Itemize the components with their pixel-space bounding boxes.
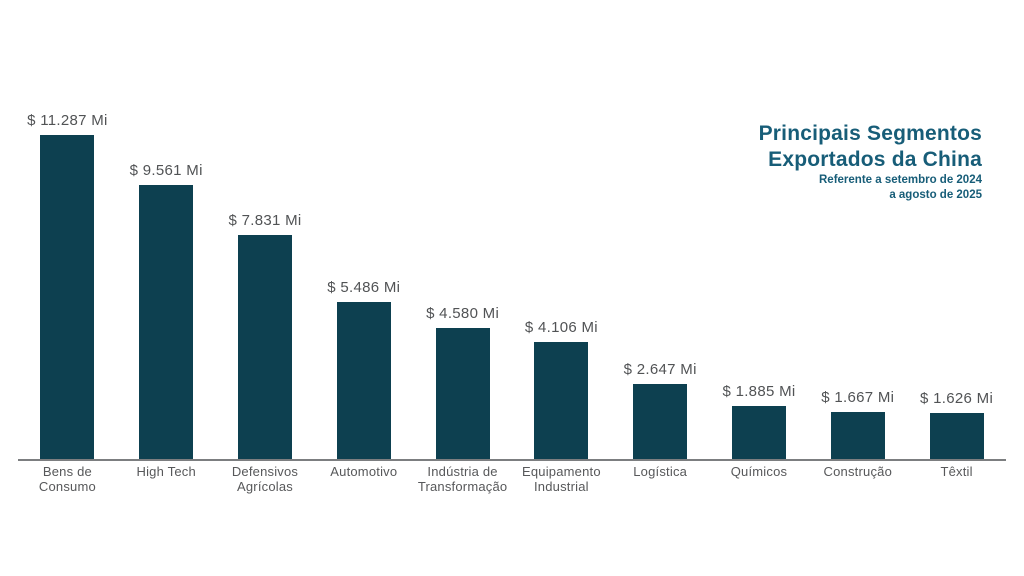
category-label: Equipamento Industrial <box>512 464 611 494</box>
bar-value-label: $ 9.561 Mi <box>129 162 203 179</box>
bars-row: $ 11.287 Mi $ 9.561 Mi $ 7.831 Mi $ 5.486 M… <box>18 0 1006 460</box>
category-label-line: Têxtil <box>940 464 973 479</box>
bar-value-label: $ 1.667 Mi <box>821 389 895 406</box>
category-label-line: Logística <box>633 464 688 479</box>
chart-title-block: Principais Segmentos Exportados da China… <box>759 121 982 202</box>
bar <box>633 384 688 460</box>
bar-column: $ 7.831 Mi <box>216 212 315 460</box>
category-label-line: Automotivo <box>330 464 398 479</box>
category-label: Logística <box>611 464 710 494</box>
bar <box>40 135 95 460</box>
bar-column: $ 4.106 Mi <box>512 319 611 460</box>
category-label-line: Químicos <box>730 464 788 479</box>
bar-value-label: $ 1.626 Mi <box>920 390 994 407</box>
bar-column: $ 2.647 Mi <box>611 361 710 460</box>
bar-value-label: $ 11.287 Mi <box>27 112 108 129</box>
chart-title-country: China <box>922 148 982 171</box>
bar-value-label: $ 4.580 Mi <box>426 305 500 322</box>
category-label: Construção <box>808 464 907 494</box>
chart-title-line1: Principais Segmentos <box>758 122 982 145</box>
category-label-line: Construção <box>823 464 893 479</box>
chart-title-line2: Exportados da China <box>759 147 982 173</box>
category-label-line: Indústria de <box>427 464 498 479</box>
x-axis-line <box>18 459 1006 461</box>
category-label-line: Bens de <box>42 464 92 479</box>
chart-subtitle-line1: Referente a setembro de 2024 <box>819 174 982 186</box>
bar-column: $ 1.626 Mi <box>907 390 1006 460</box>
bar <box>731 406 786 460</box>
bar-value-label: $ 1.885 Mi <box>722 383 796 400</box>
bar-column: $ 9.561 Mi <box>117 162 216 460</box>
category-label-line: High Tech <box>136 464 196 479</box>
bar-column: $ 1.885 Mi <box>710 383 809 460</box>
category-label: High Tech <box>117 464 216 494</box>
bar <box>435 328 490 460</box>
bar-value-label: $ 4.106 Mi <box>524 319 598 336</box>
bar-column: $ 5.486 Mi <box>314 279 413 460</box>
category-label-line: Defensivos <box>231 464 299 479</box>
categories-row: Bens de Consumo High Tech Defensivos Agrícol… <box>18 464 1006 494</box>
chart-title-line2-prefix: Exportados da <box>768 148 923 171</box>
bar <box>830 412 885 460</box>
bar-column: $ 4.580 Mi <box>413 305 512 460</box>
bar-column: $ 1.667 Mi <box>808 389 907 460</box>
bar <box>534 342 589 460</box>
category-label-line: Equipamento <box>521 464 601 479</box>
category-label: Químicos <box>710 464 809 494</box>
category-label-line: Transformação <box>417 479 508 494</box>
bar-value-label: $ 5.486 Mi <box>327 279 401 296</box>
category-label-line: Agrícolas <box>236 479 293 494</box>
bar-column: $ 11.287 Mi <box>18 112 117 460</box>
category-label-line: Consumo <box>38 479 96 494</box>
bar <box>336 302 391 460</box>
category-label: Automotivo <box>314 464 413 494</box>
category-label: Defensivos Agrícolas <box>216 464 315 494</box>
bar <box>139 185 194 460</box>
category-label-line: Industrial <box>534 479 589 494</box>
bar-value-label: $ 7.831 Mi <box>228 212 302 229</box>
bar <box>237 235 292 460</box>
chart-subtitle-line2: a agosto de 2025 <box>889 188 982 201</box>
bar <box>929 413 984 460</box>
category-label: Bens de Consumo <box>18 464 117 494</box>
category-label: Têxtil <box>907 464 1006 494</box>
category-label: Indústria de Transformação <box>413 464 512 494</box>
bar-value-label: $ 2.647 Mi <box>623 361 697 378</box>
plot-area: $ 11.287 Mi $ 9.561 Mi $ 7.831 Mi $ 5.486 M… <box>18 0 1006 460</box>
